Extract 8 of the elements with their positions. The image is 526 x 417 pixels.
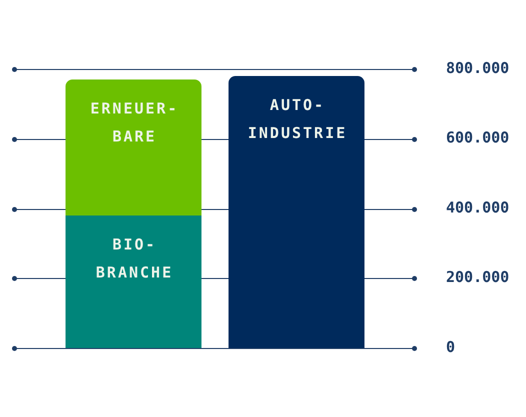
y-tick-label: 0 [446, 338, 456, 356]
y-tick-label: 200.000 [446, 268, 510, 286]
y-tick-label: 800.000 [446, 58, 510, 77]
y-tick-label: 400.000 [446, 198, 510, 216]
series-label: ERNEUER- BARE [90, 99, 179, 146]
y-tick-label: 600.000 [446, 128, 510, 147]
series-label: BIO- BRANCHE [96, 235, 174, 282]
series-label: AUTO- INDUSTRIE [248, 96, 348, 142]
